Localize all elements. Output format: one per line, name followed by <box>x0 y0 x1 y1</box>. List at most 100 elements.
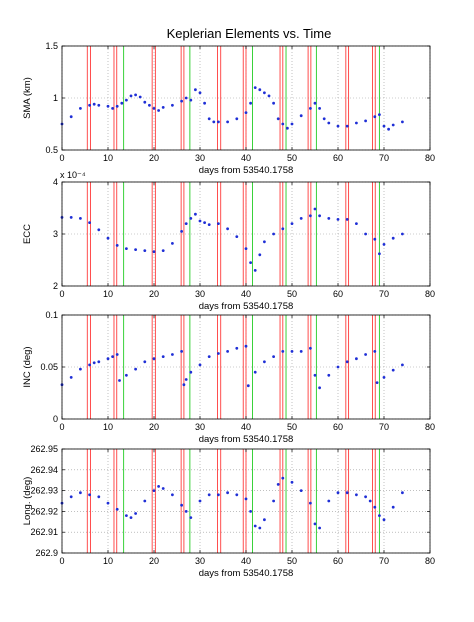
data-point <box>244 344 248 348</box>
data-point <box>276 117 280 121</box>
data-point <box>258 88 262 92</box>
data-point <box>106 236 110 240</box>
data-point <box>345 218 349 221</box>
y-tick-label: 0.1 <box>45 310 58 320</box>
data-point <box>253 524 257 528</box>
x-tick-label: 30 <box>195 153 205 163</box>
data-point <box>129 94 133 98</box>
data-point <box>161 487 165 490</box>
data-point <box>345 360 349 364</box>
x-tick-label: 50 <box>287 289 297 299</box>
data-point <box>391 236 395 240</box>
x-tick-label: 60 <box>333 556 343 566</box>
data-point <box>97 228 101 232</box>
data-point <box>152 250 156 254</box>
data-point <box>391 368 395 372</box>
y-tick-label: 0 <box>53 414 58 424</box>
data-point <box>180 503 184 507</box>
data-point <box>364 495 367 499</box>
data-point <box>364 232 367 236</box>
y-axis-multiplier: x 10⁻⁴ <box>60 170 86 180</box>
y-tick-label: 3 <box>53 229 58 239</box>
data-point <box>226 491 230 495</box>
data-point <box>327 121 331 125</box>
data-point <box>171 242 174 245</box>
data-point <box>373 505 377 509</box>
data-point <box>272 101 275 105</box>
data-point <box>217 352 220 355</box>
data-point <box>281 227 285 231</box>
data-point <box>263 240 266 244</box>
y-axis-label: ECC <box>22 224 33 244</box>
y-axis-label: Long. (deg) <box>22 477 33 526</box>
data-point <box>318 526 321 530</box>
x-tick-label: 70 <box>379 153 389 163</box>
data-point <box>143 249 147 253</box>
data-point <box>115 507 119 511</box>
data-point <box>387 127 390 131</box>
data-point <box>382 124 386 128</box>
data-point <box>161 355 165 358</box>
data-point <box>345 124 349 128</box>
data-point <box>69 115 73 119</box>
data-point <box>217 222 220 226</box>
data-point <box>249 261 253 264</box>
data-point <box>327 499 331 503</box>
x-tick-label: 30 <box>195 289 205 299</box>
data-point <box>318 214 321 218</box>
data-point <box>182 383 186 387</box>
data-point <box>189 98 193 102</box>
data-point <box>327 217 331 220</box>
data-point <box>368 499 372 503</box>
data-point <box>272 355 275 358</box>
x-tick-label: 50 <box>287 556 297 566</box>
panel-3: 0 10 20 30 40 50 60 70 80 0 0.05 0.1 days from 53540… <box>22 310 435 445</box>
y-tick-label: 4 <box>53 177 58 187</box>
x-tick-label: 40 <box>241 556 251 566</box>
data-point <box>148 103 151 107</box>
data-point <box>143 100 147 104</box>
data-point <box>217 120 220 124</box>
data-point <box>189 217 193 220</box>
data-point <box>391 505 395 509</box>
data-point <box>378 113 381 116</box>
data-point <box>327 373 331 377</box>
x-tick-label: 80 <box>425 289 435 299</box>
data-point <box>92 361 96 365</box>
panel-2: 0 10 20 30 40 50 60 70 80 2 3 4 days from 53540.1758… <box>22 170 435 312</box>
data-point <box>226 227 230 231</box>
data-point <box>198 91 202 95</box>
data-point <box>143 499 147 503</box>
x-tick-label: 20 <box>149 422 159 432</box>
data-point <box>263 518 266 522</box>
data-point <box>157 485 161 488</box>
data-point <box>281 476 285 480</box>
data-point <box>272 232 275 236</box>
data-point <box>401 363 404 367</box>
data-point <box>336 218 340 221</box>
data-point <box>134 367 138 371</box>
x-axis-label: days from 53540.1758 <box>199 568 294 579</box>
data-point <box>111 355 114 358</box>
data-point <box>309 346 312 350</box>
x-tick-label: 20 <box>149 153 159 163</box>
data-point <box>235 493 239 497</box>
x-tick-label: 10 <box>103 289 113 299</box>
data-point <box>88 221 91 225</box>
y-tick-label: 262.91 <box>30 527 58 537</box>
data-point <box>263 360 266 364</box>
data-point <box>336 365 340 369</box>
data-point <box>125 373 128 377</box>
data-point <box>134 93 138 97</box>
panel-1: 0 10 20 30 40 50 60 70 80 0.5 1 1.5 days from 53540.… <box>22 41 435 176</box>
data-point <box>373 350 377 353</box>
data-point <box>118 379 121 382</box>
data-point <box>378 514 381 517</box>
y-axis-label: SMA (km) <box>22 77 33 119</box>
data-point <box>125 514 128 517</box>
data-point <box>180 350 184 353</box>
x-tick-label: 40 <box>241 289 251 299</box>
data-point <box>253 269 257 272</box>
data-point <box>134 248 138 252</box>
x-tick-label: 70 <box>379 556 389 566</box>
